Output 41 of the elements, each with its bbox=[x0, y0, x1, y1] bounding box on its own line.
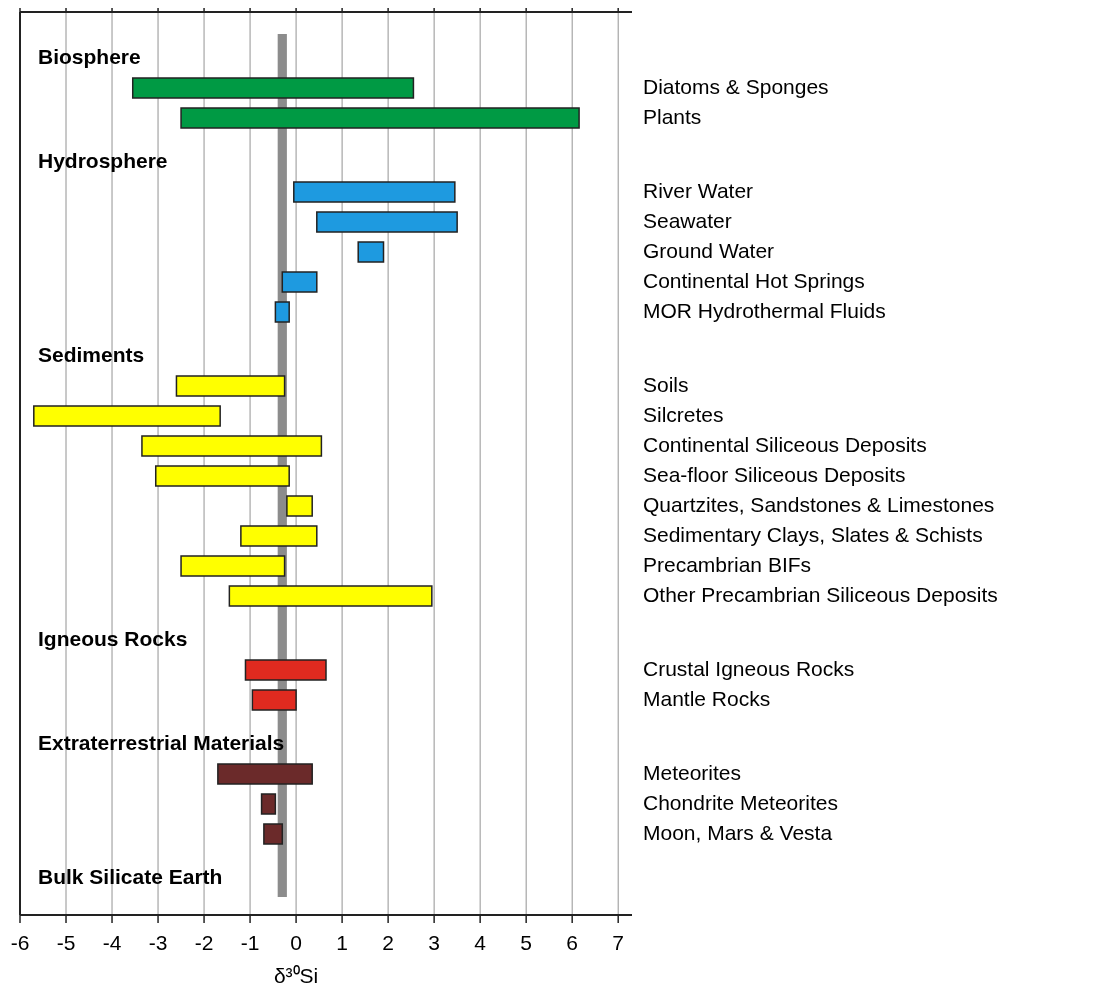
y-tick-label: Crustal Igneous Rocks bbox=[643, 656, 855, 680]
x-axis-title: δ³⁰Si bbox=[273, 964, 319, 987]
x-tick-label: -5 bbox=[56, 931, 76, 954]
y-tick-label: Sedimentary Clays, Slates & Schists bbox=[643, 522, 983, 546]
annotation: Extraterrestrial Materials bbox=[38, 730, 285, 754]
y-tick-label: Mantle Rocks bbox=[643, 686, 771, 710]
y-tick-label: Quartzites, Sandstones & Limestones bbox=[643, 492, 995, 516]
x-tick-label: 7 bbox=[612, 931, 625, 954]
y-tick-label: River Water bbox=[643, 178, 754, 202]
y-tick-label: Chondrite Meteorites bbox=[643, 790, 838, 814]
x-tick-label: 3 bbox=[428, 931, 440, 954]
y-tick-label: Continental Hot Springs bbox=[643, 268, 865, 292]
y-tick-label: Other Precambrian Siliceous Deposits bbox=[643, 582, 998, 606]
y-tick-label: Silcretes bbox=[643, 402, 724, 426]
x-tick-label: 2 bbox=[382, 931, 394, 954]
x-tick-label: -6 bbox=[10, 931, 30, 954]
x-tick-label: 1 bbox=[336, 931, 348, 954]
x-tick-label: -2 bbox=[194, 931, 214, 954]
y-tick-label: Moon, Mars & Vesta bbox=[643, 820, 833, 844]
y-tick-label: Plants bbox=[643, 104, 702, 128]
band-label: Bulk Silicate Earth bbox=[38, 864, 223, 888]
y-tick-label: Meteorites bbox=[643, 760, 742, 784]
y-tick-label: Seawater bbox=[643, 208, 732, 232]
y-tick-label: MOR Hydrothermal Fluids bbox=[643, 298, 886, 322]
x-tick-label: 5 bbox=[520, 931, 533, 954]
annotation: Igneous Rocks bbox=[38, 626, 188, 650]
y-tick-label: Ground Water bbox=[643, 238, 775, 262]
annotation: Hydrosphere bbox=[38, 148, 168, 172]
x-tick-label: 4 bbox=[474, 931, 487, 954]
x-tick-label: -3 bbox=[148, 931, 168, 954]
y-tick-label: Soils bbox=[643, 372, 689, 396]
x-tick-label: 0 bbox=[290, 931, 302, 954]
y-tick-label: Precambrian BIFs bbox=[643, 552, 812, 576]
x-tick-label: -1 bbox=[240, 931, 260, 954]
y-tick-label: Diatoms & Sponges bbox=[643, 74, 829, 98]
annotation: Sediments bbox=[38, 342, 145, 366]
annotation: Biosphere bbox=[38, 44, 141, 68]
x-tick-label: 6 bbox=[566, 931, 579, 954]
y-tick-label: Sea-floor Siliceous Deposits bbox=[643, 462, 906, 486]
x-tick-label: -4 bbox=[102, 931, 122, 954]
y-tick-label: Continental Siliceous Deposits bbox=[643, 432, 927, 456]
